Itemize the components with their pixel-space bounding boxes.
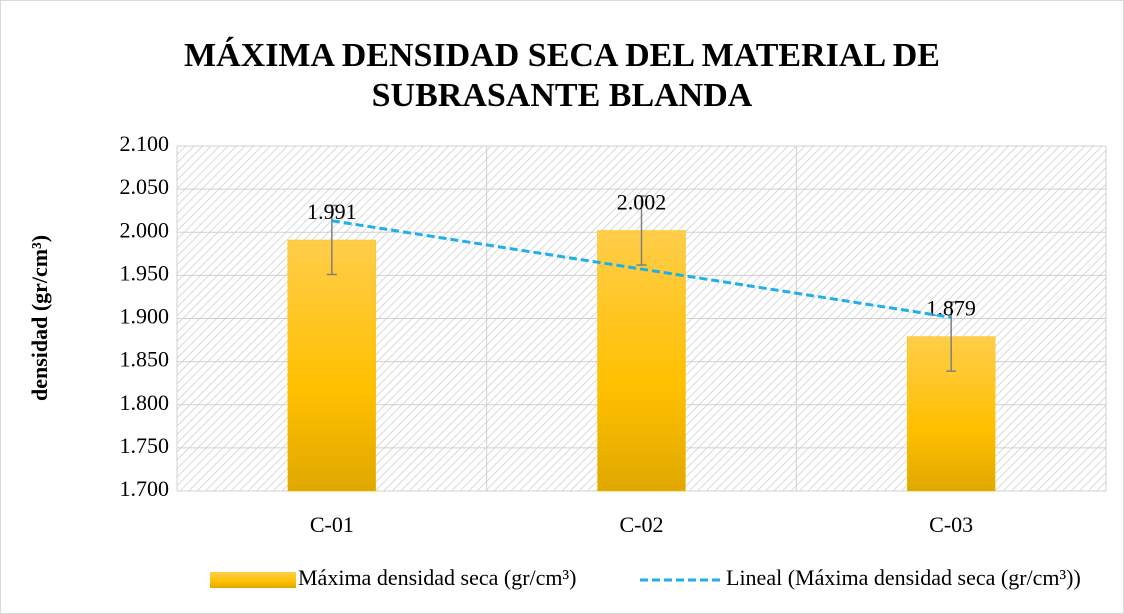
y-tick-label: 2.050 — [120, 174, 170, 199]
legend-label: Lineal (Máxima densidad seca (gr/cm³)) — [726, 565, 1081, 590]
y-tick-label: 1.800 — [120, 390, 170, 415]
data-label: 2.002 — [617, 190, 667, 215]
trendline — [331, 219, 952, 319]
chart-title: SUBRASANTE BLANDA — [372, 77, 753, 114]
chart-title: MÁXIMA DENSIDAD SECA DEL MATERIAL DE — [184, 37, 940, 74]
y-tick-label: 1.850 — [120, 347, 170, 372]
y-tick-label: 2.100 — [120, 131, 170, 156]
x-tick-label: C-02 — [620, 512, 664, 537]
legend-label: Máxima densidad seca (gr/cm³) — [298, 565, 576, 590]
y-tick-label: 2.000 — [120, 217, 170, 242]
y-axis-label: densidad (gr/cm³) — [27, 235, 52, 401]
y-tick-label: 1.950 — [120, 260, 170, 285]
data-label: 1.991 — [307, 199, 357, 224]
y-tick-label: 1.700 — [120, 476, 170, 501]
y-tick-label: 1.900 — [120, 304, 170, 329]
bar — [287, 239, 377, 492]
y-tick-label: 1.750 — [120, 433, 170, 458]
x-tick-label: C-01 — [310, 512, 354, 537]
legend-swatch — [210, 572, 296, 588]
x-tick-label: C-03 — [929, 512, 973, 537]
